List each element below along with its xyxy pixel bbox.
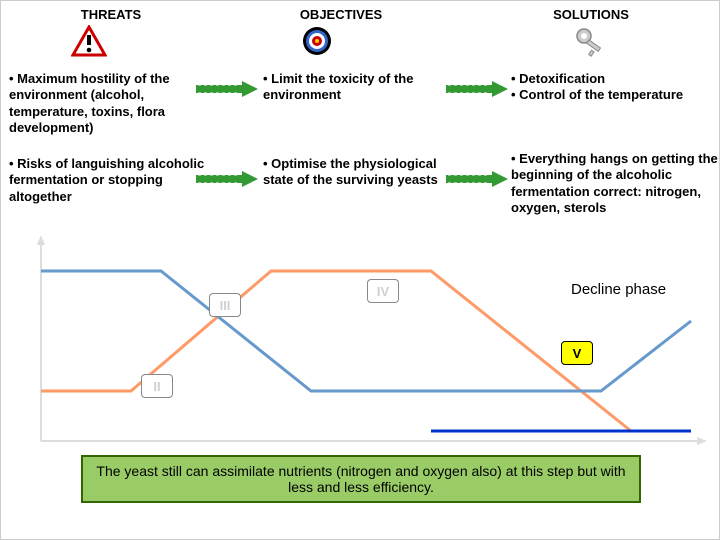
key-icon [571, 25, 611, 60]
decline-phase-label: Decline phase [571, 281, 666, 298]
objective-2: • Optimise the physiological state of th… [263, 156, 463, 189]
solution-2: • Everything hangs on getting the beginn… [511, 151, 720, 216]
solution-1: • Detoxification • Control of the temper… [511, 71, 720, 104]
arrow-2 [446, 81, 508, 97]
arrow-3 [196, 171, 258, 187]
phase-marker-iv: IV [367, 279, 399, 303]
target-icon [297, 25, 337, 60]
phase-marker-iii: III [209, 293, 241, 317]
objective-1: • Limit the toxicity of the environment [263, 71, 453, 104]
col-header-objectives: OBJECTIVES [241, 7, 441, 22]
col-header-solutions: SOLUTIONS [491, 7, 691, 22]
phase-marker-ii: II [141, 374, 173, 398]
warning-icon [69, 25, 109, 60]
arrow-1 [196, 81, 258, 97]
phase-marker-v: V [561, 341, 593, 365]
footer-note: The yeast still can assimilate nutrients… [81, 455, 641, 503]
col-header-threats: THREATS [11, 7, 211, 22]
phase-chart [1, 231, 720, 451]
arrow-4 [446, 171, 508, 187]
threat-2: • Risks of languishing alcoholic ferment… [9, 156, 209, 205]
threat-1: • Maximum hostility of the environment (… [9, 71, 209, 136]
